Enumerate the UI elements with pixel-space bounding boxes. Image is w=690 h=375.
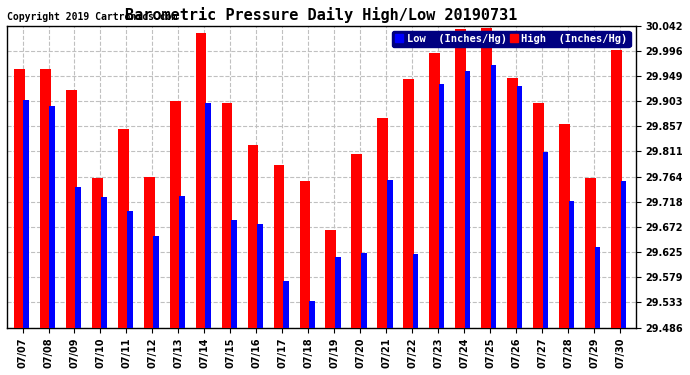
Bar bbox=[195, 33, 206, 328]
Title: Barometric Pressure Daily High/Low 20190731: Barometric Pressure Daily High/Low 20190… bbox=[125, 7, 518, 23]
Bar bbox=[101, 197, 107, 328]
Bar bbox=[14, 69, 25, 328]
Bar bbox=[361, 253, 366, 328]
Bar bbox=[455, 29, 466, 328]
Bar bbox=[465, 71, 471, 328]
Bar bbox=[482, 28, 492, 328]
Bar bbox=[491, 64, 496, 328]
Bar bbox=[326, 230, 337, 328]
Bar bbox=[153, 236, 159, 328]
Bar bbox=[92, 178, 103, 328]
Bar bbox=[439, 84, 444, 328]
Bar bbox=[75, 187, 81, 328]
Bar bbox=[309, 301, 315, 328]
Bar bbox=[429, 53, 440, 328]
Bar bbox=[569, 201, 574, 328]
Text: Copyright 2019 Cartronics.com: Copyright 2019 Cartronics.com bbox=[7, 12, 177, 22]
Bar bbox=[231, 219, 237, 328]
Bar bbox=[533, 103, 544, 328]
Legend: Low  (Inches/Hg), High  (Inches/Hg): Low (Inches/Hg), High (Inches/Hg) bbox=[392, 31, 631, 47]
Bar bbox=[248, 144, 259, 328]
Bar bbox=[66, 90, 77, 328]
Bar bbox=[387, 180, 393, 328]
Bar bbox=[543, 152, 549, 328]
Bar bbox=[40, 69, 50, 328]
Bar bbox=[377, 118, 388, 328]
Bar bbox=[23, 100, 29, 328]
Bar bbox=[560, 124, 570, 328]
Bar bbox=[221, 103, 233, 328]
Bar bbox=[620, 182, 627, 328]
Bar bbox=[127, 211, 132, 328]
Bar bbox=[351, 154, 362, 328]
Bar bbox=[413, 254, 419, 328]
Bar bbox=[257, 224, 263, 328]
Bar bbox=[404, 79, 414, 328]
Bar bbox=[595, 247, 600, 328]
Bar bbox=[144, 177, 155, 328]
Bar bbox=[205, 103, 210, 328]
Bar bbox=[117, 129, 128, 328]
Bar bbox=[299, 181, 310, 328]
Bar bbox=[273, 165, 284, 328]
Bar bbox=[49, 106, 55, 328]
Bar bbox=[170, 101, 181, 328]
Bar bbox=[517, 86, 522, 328]
Bar bbox=[585, 178, 596, 328]
Bar bbox=[283, 281, 288, 328]
Bar bbox=[335, 256, 341, 328]
Bar bbox=[611, 50, 622, 328]
Bar bbox=[507, 78, 518, 328]
Bar bbox=[179, 196, 185, 328]
